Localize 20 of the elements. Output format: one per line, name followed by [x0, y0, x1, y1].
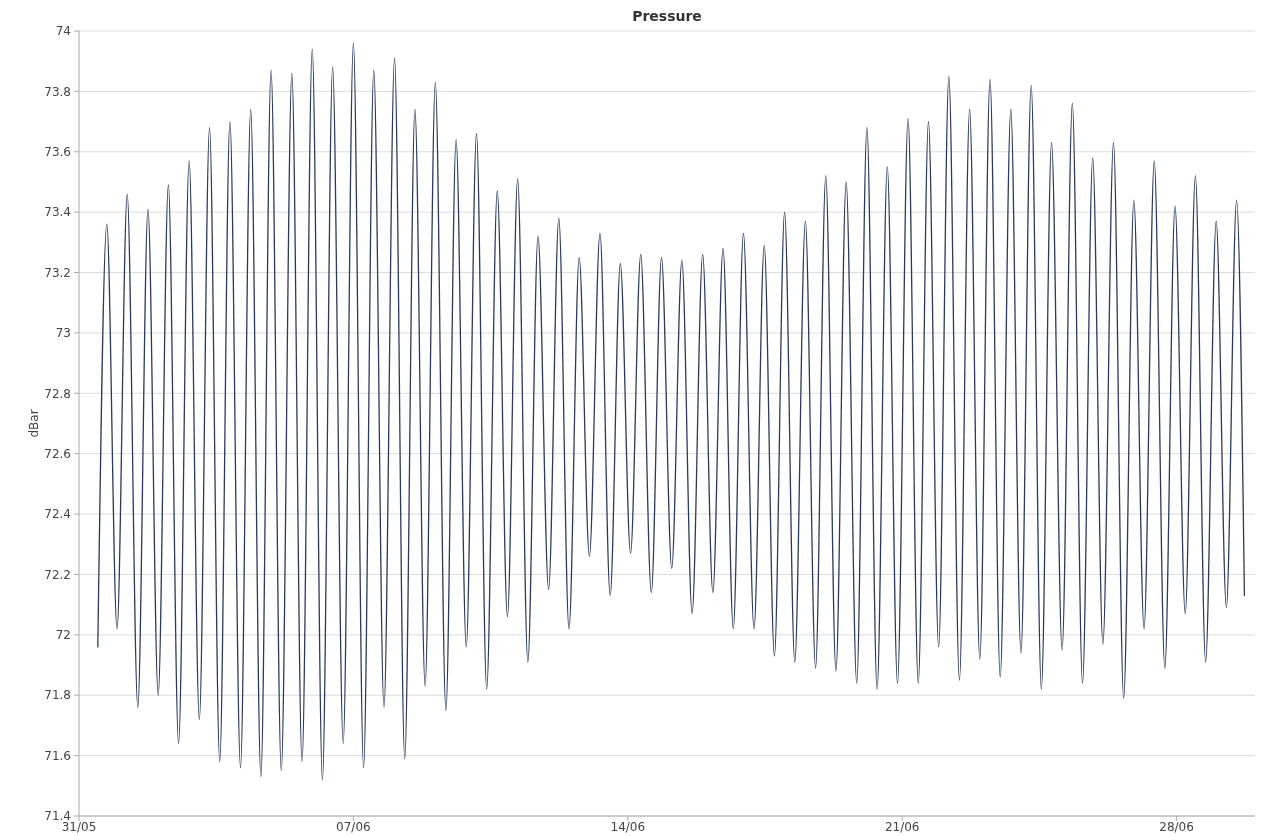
y-tick-label: 72.8 [44, 386, 71, 401]
x-tick-label: 31/05 [61, 820, 97, 834]
y-tick-label: 72.4 [44, 507, 71, 522]
y-axis-title: dBar [27, 409, 41, 438]
x-tick-label: 14/06 [610, 820, 646, 834]
y-tick-label: 72.6 [44, 446, 71, 461]
y-tick-label: 72 [55, 628, 71, 643]
y-tick-label: 71.6 [44, 748, 71, 763]
y-tick-label: 72.2 [44, 567, 71, 582]
y-tick-label: 73.4 [44, 205, 71, 220]
x-tick-label: 28/06 [1159, 820, 1194, 834]
y-tick-label: 73.8 [44, 84, 71, 99]
y-tick-label: 71.8 [44, 688, 71, 703]
y-tick-label: 73 [55, 326, 71, 341]
y-tick-label: 73.2 [44, 265, 71, 280]
chart-title: Pressure [632, 8, 702, 24]
y-tick-label: 74 [55, 24, 71, 39]
x-tick-label: 21/06 [884, 820, 920, 834]
x-tick-label: 07/06 [336, 820, 371, 834]
y-tick-label: 73.6 [44, 144, 71, 159]
